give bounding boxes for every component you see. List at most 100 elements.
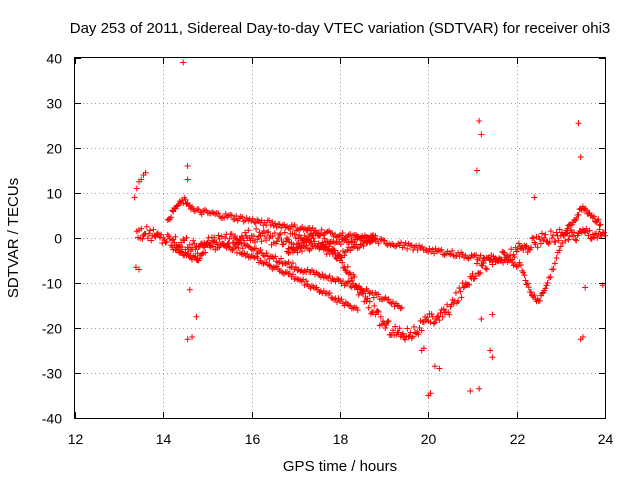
data-point [285, 250, 292, 257]
data-point [182, 196, 189, 203]
data-point [344, 263, 351, 270]
data-point [427, 390, 434, 397]
data-point [175, 243, 182, 250]
data-point [143, 223, 150, 230]
data-point [284, 248, 290, 255]
data-point [190, 237, 197, 244]
x-tick-label: 22 [510, 431, 526, 447]
data-point [399, 330, 406, 337]
data-point [142, 169, 149, 176]
data-point [198, 251, 205, 258]
data-point [294, 244, 301, 251]
data-point [350, 280, 357, 287]
data-point [189, 244, 196, 251]
data-point [596, 222, 603, 229]
data-point [476, 385, 483, 392]
data-point [297, 277, 304, 284]
data-point [398, 331, 405, 338]
data-point [446, 250, 453, 257]
data-point [201, 244, 208, 251]
data-point [372, 311, 379, 318]
data-point [569, 233, 576, 240]
data-point [420, 345, 427, 352]
data-point [359, 232, 366, 239]
data-point [304, 236, 311, 243]
data-point [168, 214, 175, 221]
data-point [303, 278, 310, 285]
data-point [184, 163, 191, 169]
data-point [360, 243, 367, 249]
data-point [276, 231, 283, 238]
data-point [528, 288, 535, 295]
data-point [315, 240, 322, 247]
data-point [257, 247, 264, 254]
data-point [500, 259, 507, 266]
data-point [384, 318, 391, 325]
data-point [325, 247, 332, 254]
plot-frame [74, 57, 606, 419]
data-point [467, 254, 474, 261]
data-point [546, 274, 553, 281]
data-point [325, 290, 332, 297]
data-point [532, 241, 539, 248]
grid-lines [75, 58, 605, 418]
data-point [250, 246, 257, 253]
data-point [273, 224, 280, 231]
data-point [577, 154, 584, 160]
data-point [515, 240, 522, 247]
data-point [467, 388, 474, 394]
data-point [431, 319, 438, 326]
data-point [555, 237, 562, 244]
data-point [212, 211, 219, 218]
data-point [508, 246, 515, 253]
data-point [374, 307, 381, 314]
data-point [368, 234, 375, 241]
data-point [559, 239, 566, 246]
data-point [248, 246, 255, 253]
data-point [483, 266, 490, 273]
data-point [250, 233, 257, 240]
data-point [583, 225, 590, 232]
data-point [556, 226, 563, 233]
data-point [389, 240, 396, 247]
data-point [301, 267, 308, 274]
x-tick-label: 24 [598, 431, 614, 447]
data-point [215, 232, 222, 239]
series-middle-track [231, 239, 405, 312]
data-point [542, 231, 549, 238]
data-point [287, 226, 294, 233]
data-point [243, 214, 250, 221]
data-point [291, 231, 298, 238]
data-point [189, 334, 196, 340]
data-point [387, 299, 394, 306]
data-point [228, 231, 235, 238]
data-point [329, 250, 336, 257]
data-point [269, 233, 276, 240]
data-point [566, 232, 573, 239]
data-point [541, 234, 548, 241]
data-point [550, 266, 557, 273]
data-point [438, 246, 445, 253]
y-tick-label: -30 [42, 366, 62, 382]
data-point [476, 118, 483, 124]
data-point [473, 167, 480, 174]
data-point [132, 264, 139, 271]
data-point [147, 227, 154, 234]
data-point [263, 250, 270, 257]
data-point [487, 347, 494, 354]
data-point [241, 250, 248, 257]
data-point [571, 229, 578, 236]
data-point [180, 59, 187, 66]
data-point [478, 316, 485, 322]
data-point [245, 243, 252, 250]
data-point [192, 246, 199, 253]
data-point [594, 234, 601, 241]
data-point [267, 221, 274, 228]
data-point [251, 219, 258, 226]
data-point [488, 255, 495, 262]
data-point [429, 246, 436, 253]
data-point [553, 229, 560, 236]
data-point [521, 272, 528, 279]
data-point [346, 269, 353, 276]
